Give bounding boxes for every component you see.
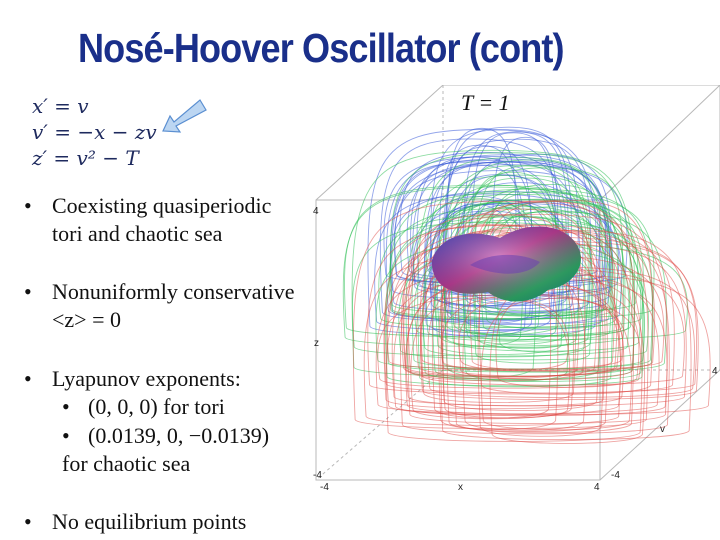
orbit-curve <box>393 275 668 417</box>
orbit-curve <box>480 297 632 431</box>
orbit-curve <box>344 184 625 338</box>
v-axis-label: v <box>660 424 665 435</box>
bullet-3-sub-2: (0.0139, 0, −0.0139) <box>88 423 270 448</box>
equation-x: x′ = v <box>32 94 89 118</box>
phase-space-plot: 4 z -4 -4 x 4 -4 v 4 <box>313 85 720 493</box>
bullet-3-sub-1: (0, 0, 0) for tori <box>88 394 225 419</box>
orbit-curve <box>367 224 675 395</box>
slide-title: Nosé-Hoover Oscillator (cont) <box>78 25 565 71</box>
orbit-curve <box>443 184 561 336</box>
orbit-curve <box>383 225 606 410</box>
orbit-curve <box>378 215 612 329</box>
bullet-1-line-2: tori and chaotic sea <box>52 221 223 246</box>
x-axis-label: x <box>458 482 463 493</box>
x-axis-max-label: 4 <box>594 482 600 493</box>
orbit-curve <box>377 294 642 389</box>
z-axis-label: z <box>314 338 319 349</box>
orbit-curve <box>422 199 644 382</box>
orbit-curve <box>456 159 603 317</box>
bullet-marker: • <box>24 509 32 534</box>
bullet-4-line-1: No equilibrium points <box>52 509 247 534</box>
orbit-curve <box>436 198 524 347</box>
orbit-curve <box>385 238 643 442</box>
orbit-curve <box>439 144 521 307</box>
invariant-torus <box>431 226 581 302</box>
bullet-1-line-1: Coexisting quasiperiodic <box>52 193 272 218</box>
orbit-curve <box>443 165 591 349</box>
bullet-marker: • <box>24 193 32 218</box>
orbit-curve <box>391 242 687 407</box>
orbit-curve <box>384 216 645 387</box>
v-axis-max-label: 4 <box>712 366 718 377</box>
orbit-curve <box>495 288 640 388</box>
orbit-curve <box>419 227 624 370</box>
z-axis-max-label: 4 <box>313 206 319 217</box>
bullet-marker: • <box>24 366 32 391</box>
parameter-label: T = 1 <box>461 90 510 115</box>
equation-z: z′ = v² − T <box>32 146 139 170</box>
bullet-3-tail: for chaotic sea <box>62 451 191 476</box>
orbit-curve <box>388 208 616 320</box>
orbit-curve <box>389 152 623 315</box>
bullet-2-line-2: <z> = 0 <box>52 307 121 332</box>
orbit-curve <box>375 269 660 415</box>
bullet-3-line-1: Lyapunov exponents: <box>52 366 241 391</box>
orbit-curve <box>403 246 618 377</box>
bullet-marker: • <box>24 279 32 304</box>
orbit-curve <box>458 299 569 371</box>
sub-bullet-marker: • <box>62 394 70 419</box>
orbit-curve <box>419 268 685 386</box>
equation-v: v′ = −x − zv <box>32 120 157 144</box>
callout-arrow-icon <box>162 99 207 133</box>
sub-bullet-marker: • <box>62 423 70 448</box>
z-axis-min-label: -4 <box>313 470 322 481</box>
orbit-curve <box>379 138 564 322</box>
orbit-curve <box>400 229 670 435</box>
orbit-curve <box>462 199 553 331</box>
orbit-curve <box>424 160 601 325</box>
orbit-curves <box>342 126 711 444</box>
orbit-curve <box>435 201 564 356</box>
orbit-curve <box>410 297 571 420</box>
orbit-curve <box>462 153 612 306</box>
x-axis-min-label: -4 <box>320 482 329 493</box>
bullet-2-line-1: Nonuniformly conservative <box>52 279 295 304</box>
v-axis-min-label: -4 <box>611 470 620 481</box>
